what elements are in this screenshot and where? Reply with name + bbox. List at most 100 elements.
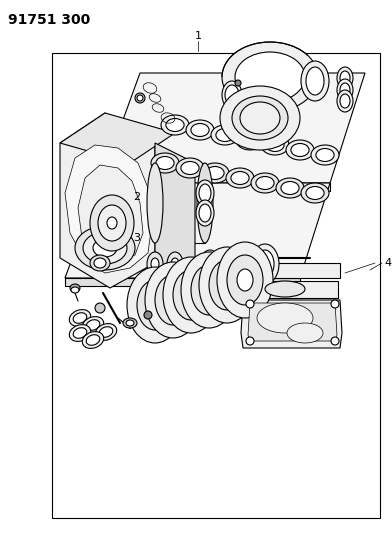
Text: 1: 1 (194, 31, 201, 41)
Ellipse shape (219, 274, 235, 296)
Ellipse shape (147, 294, 163, 316)
Ellipse shape (337, 90, 353, 112)
Ellipse shape (107, 217, 117, 229)
Ellipse shape (337, 79, 353, 101)
Ellipse shape (151, 153, 179, 173)
Polygon shape (65, 145, 152, 273)
Ellipse shape (90, 195, 134, 251)
Ellipse shape (73, 313, 87, 324)
Ellipse shape (171, 258, 179, 270)
Ellipse shape (287, 323, 323, 343)
Ellipse shape (261, 135, 289, 155)
Ellipse shape (235, 52, 305, 102)
Ellipse shape (240, 102, 280, 134)
Ellipse shape (95, 303, 105, 313)
Ellipse shape (161, 115, 189, 135)
Ellipse shape (181, 161, 199, 174)
Ellipse shape (227, 255, 263, 305)
Ellipse shape (232, 96, 288, 140)
Ellipse shape (137, 95, 143, 101)
Ellipse shape (95, 324, 117, 341)
Ellipse shape (204, 255, 216, 273)
Ellipse shape (135, 93, 145, 103)
Polygon shape (78, 165, 143, 263)
Ellipse shape (186, 120, 214, 140)
Text: 2: 2 (133, 192, 140, 202)
Ellipse shape (126, 320, 134, 326)
Ellipse shape (266, 139, 284, 151)
Ellipse shape (281, 182, 299, 195)
Text: 4: 4 (384, 258, 391, 268)
Ellipse shape (291, 143, 309, 157)
Ellipse shape (99, 327, 113, 337)
Ellipse shape (331, 300, 339, 308)
Ellipse shape (199, 247, 255, 323)
Ellipse shape (70, 284, 80, 292)
Ellipse shape (216, 128, 234, 141)
Ellipse shape (200, 250, 220, 278)
Polygon shape (100, 183, 330, 191)
Ellipse shape (75, 226, 135, 270)
Ellipse shape (236, 130, 264, 150)
Ellipse shape (217, 242, 273, 318)
Ellipse shape (201, 279, 217, 301)
Ellipse shape (197, 163, 213, 243)
Ellipse shape (123, 318, 137, 328)
Ellipse shape (82, 317, 104, 334)
Ellipse shape (201, 163, 229, 183)
Ellipse shape (73, 328, 87, 338)
Ellipse shape (137, 280, 173, 330)
Polygon shape (65, 183, 330, 278)
Ellipse shape (199, 204, 211, 222)
Polygon shape (248, 263, 340, 278)
Ellipse shape (147, 163, 163, 243)
Ellipse shape (167, 252, 183, 276)
Ellipse shape (176, 158, 204, 178)
Ellipse shape (165, 289, 181, 311)
Ellipse shape (222, 81, 242, 109)
Ellipse shape (246, 300, 254, 308)
Polygon shape (60, 113, 155, 288)
Ellipse shape (199, 184, 211, 202)
Ellipse shape (86, 335, 100, 345)
Ellipse shape (251, 244, 279, 284)
Ellipse shape (127, 267, 183, 343)
Text: 3: 3 (133, 233, 140, 243)
Ellipse shape (83, 232, 127, 264)
Polygon shape (100, 73, 365, 183)
Ellipse shape (246, 337, 254, 345)
Ellipse shape (196, 180, 214, 206)
Polygon shape (248, 303, 337, 341)
Ellipse shape (235, 80, 241, 86)
Text: 91751 300: 91751 300 (8, 13, 90, 27)
Ellipse shape (276, 178, 304, 198)
Ellipse shape (69, 325, 91, 342)
Ellipse shape (155, 275, 191, 325)
Ellipse shape (340, 94, 350, 108)
Polygon shape (60, 113, 175, 163)
Ellipse shape (265, 281, 305, 297)
Ellipse shape (156, 157, 174, 169)
Ellipse shape (69, 310, 91, 326)
Ellipse shape (340, 83, 350, 97)
Ellipse shape (173, 270, 209, 320)
Ellipse shape (219, 255, 231, 273)
Ellipse shape (209, 260, 245, 310)
Ellipse shape (144, 311, 152, 319)
Ellipse shape (166, 118, 184, 132)
Ellipse shape (183, 284, 199, 306)
Ellipse shape (237, 269, 253, 291)
Ellipse shape (71, 287, 79, 293)
Polygon shape (245, 281, 338, 298)
Ellipse shape (340, 71, 350, 85)
Ellipse shape (94, 258, 106, 268)
Ellipse shape (241, 133, 259, 147)
Ellipse shape (222, 42, 318, 112)
Ellipse shape (206, 166, 224, 180)
Polygon shape (155, 143, 195, 283)
Polygon shape (65, 278, 300, 286)
Ellipse shape (220, 86, 300, 150)
Ellipse shape (191, 265, 227, 315)
Ellipse shape (311, 145, 339, 165)
Ellipse shape (147, 252, 163, 276)
